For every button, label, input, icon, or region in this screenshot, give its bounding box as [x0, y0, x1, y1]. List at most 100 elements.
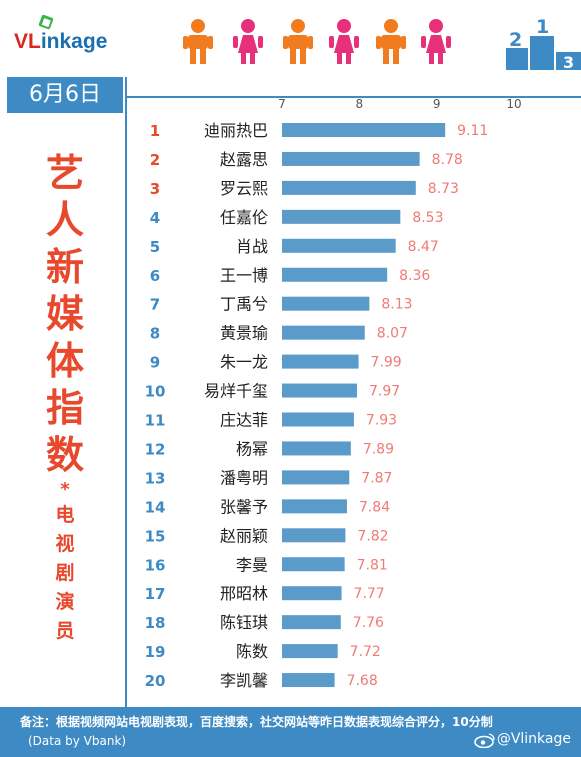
category-label: 李曼	[236, 555, 268, 574]
podium-digit-1: 1	[536, 16, 549, 38]
category-label: 罗云熙	[220, 179, 268, 198]
title-char: 媒	[45, 292, 84, 336]
rank-number: 19	[145, 643, 166, 661]
bar	[282, 209, 401, 224]
category-label: 迪丽热巴	[204, 121, 268, 140]
bar	[282, 180, 416, 195]
title-char: 新	[45, 245, 84, 289]
people-icons	[183, 19, 451, 64]
rank-number: 17	[145, 585, 166, 603]
x-tick-label: 8	[356, 97, 364, 111]
bar	[282, 383, 358, 398]
bar	[282, 557, 345, 572]
top-divider	[125, 96, 581, 98]
footer-note: 备注：根据视频网站电视剧表现，百度搜索，社交网站等昨日数据表现综合评分，10分制	[20, 715, 493, 729]
person-male-icon	[183, 19, 213, 64]
category-label: 陈数	[236, 642, 268, 661]
footer: 备注：根据视频网站电视剧表现，百度搜索，社交网站等昨日数据表现综合评分，10分制…	[0, 707, 581, 757]
data-label: 8.73	[428, 181, 459, 197]
rank-number: 7	[150, 296, 160, 314]
category-label: 易烊千玺	[204, 382, 268, 401]
podium-digit-3: 3	[563, 53, 574, 70]
bar	[282, 296, 370, 311]
title-char: 体	[45, 339, 84, 383]
bar	[282, 412, 354, 427]
person-male-icon	[283, 19, 313, 64]
data-label: 8.47	[408, 239, 439, 255]
rank-number: 16	[145, 556, 166, 574]
title-char: 指	[45, 386, 84, 430]
rank-number: 1	[150, 122, 160, 140]
podium-digit-2: 2	[509, 29, 522, 51]
data-label: 7.82	[357, 528, 388, 544]
rank-number: 9	[150, 354, 160, 372]
weibo-icon	[474, 733, 495, 748]
category-label: 陈钰琪	[220, 613, 268, 632]
category-label: 庄达菲	[220, 411, 268, 430]
rank-number: 5	[150, 238, 160, 256]
rank-number: 13	[145, 469, 166, 487]
weibo-handle: @Vlinkage	[496, 731, 571, 747]
bar	[282, 528, 346, 543]
data-label: 9.11	[457, 123, 488, 139]
data-label: 7.89	[363, 441, 394, 457]
rank-number: 20	[145, 672, 166, 690]
subtitle-char: 电	[55, 504, 75, 526]
rank-number: 11	[145, 412, 166, 430]
subtitle-char: 演	[55, 591, 75, 613]
header: VLinkage	[0, 0, 581, 72]
bar	[282, 644, 338, 659]
bar	[282, 151, 420, 166]
category-label: 朱一龙	[220, 353, 268, 372]
vertical-title: 艺 人 新 媒 体 指 数 * 电 视 剧 演 员	[40, 150, 90, 646]
date-label: 6月6日	[7, 77, 123, 113]
logo-mark-icon	[38, 14, 54, 30]
title-char: 艺	[45, 151, 84, 195]
data-label: 8.13	[381, 297, 412, 313]
rank-number: 8	[150, 325, 160, 343]
title-asterisk: *	[60, 479, 70, 500]
bar	[282, 354, 359, 369]
rank-number: 6	[150, 267, 160, 285]
data-label: 7.97	[369, 384, 400, 400]
left-divider	[125, 77, 127, 707]
person-female-icon	[421, 19, 451, 64]
person-female-icon	[233, 19, 263, 64]
category-label: 潘粤明	[220, 468, 268, 487]
bar	[282, 586, 342, 601]
title-char: 人	[45, 198, 84, 242]
rank-number: 2	[150, 151, 160, 169]
podium-icon: 2 1 3	[506, 16, 581, 70]
person-male-icon	[376, 19, 406, 64]
data-label: 8.53	[412, 210, 443, 226]
subtitle-char: 视	[55, 533, 75, 555]
data-label: 7.87	[361, 470, 392, 486]
bar	[282, 441, 351, 456]
bar	[282, 499, 347, 514]
logo-prefix: VL	[14, 30, 41, 53]
rank-number: 4	[150, 209, 160, 227]
category-label: 丁禹兮	[220, 295, 268, 314]
category-label: 黄景瑜	[220, 324, 268, 343]
data-label: 7.68	[347, 673, 378, 689]
data-label: 7.72	[350, 644, 381, 660]
data-label: 7.93	[366, 413, 397, 429]
data-label: 8.36	[399, 268, 430, 284]
category-label: 邢昭林	[220, 584, 268, 603]
data-label: 8.07	[377, 326, 408, 342]
data-label: 7.76	[353, 615, 384, 631]
category-label: 杨幂	[236, 439, 268, 458]
footer-source: (Data by Vbank)	[28, 734, 127, 748]
bar	[282, 123, 446, 137]
rank-number: 15	[145, 527, 166, 545]
rank-number: 18	[145, 614, 166, 632]
x-tick-label: 10	[506, 97, 521, 111]
category-label: 肖战	[236, 237, 268, 256]
rank-number: 3	[150, 180, 160, 198]
bar	[282, 238, 396, 253]
bar	[282, 470, 350, 485]
brand-logo: VLinkage	[14, 30, 107, 54]
category-label: 王一博	[220, 266, 268, 285]
bar	[282, 325, 365, 340]
category-label: 李凯馨	[220, 671, 268, 690]
